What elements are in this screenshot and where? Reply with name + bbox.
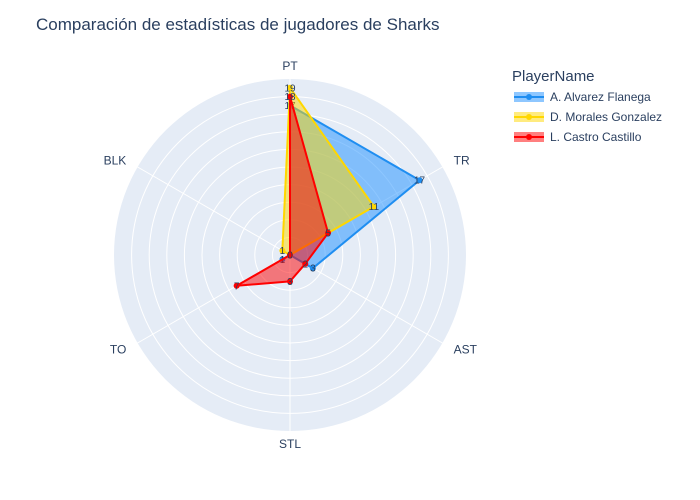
- legend-title: PlayerName: [512, 68, 595, 85]
- data-point: [416, 177, 423, 184]
- series-layer: 17173010191100011852370: [233, 83, 426, 292]
- data-label: 3: [287, 277, 293, 288]
- legend-label: L. Castro Castillo: [550, 130, 642, 144]
- legend-label: A. Alvarez Flanega: [550, 90, 651, 104]
- chart-title: Comparación de estadísticas de jugadores…: [36, 15, 440, 34]
- series-3: 18 5 23 7 0: [233, 92, 332, 292]
- data-point: [279, 247, 286, 254]
- axis-label-blk: BLK: [104, 154, 127, 168]
- data-point: [302, 260, 309, 267]
- data-point: [233, 282, 240, 289]
- data-label: 1: [280, 246, 286, 257]
- axis-label-ast: AST: [454, 343, 478, 357]
- legend-item-1[interactable]: A. Alvarez Flanega: [514, 90, 651, 104]
- data-point: [325, 230, 332, 236]
- data-label: 17: [414, 176, 426, 187]
- data-label: 7: [234, 281, 240, 292]
- data-label: 0: [287, 251, 293, 262]
- data-point: [287, 84, 293, 91]
- data-point: [287, 93, 293, 100]
- axis-label-tr: TR: [454, 154, 470, 168]
- axis-label-stl: STL: [279, 437, 301, 451]
- legend-marker: [526, 94, 532, 100]
- data-label: 2: [302, 259, 308, 270]
- legend-marker: [526, 134, 532, 140]
- data-label: 3: [310, 264, 316, 275]
- data-label: 11: [369, 202, 380, 213]
- data-point: [287, 278, 293, 285]
- data-point: [370, 203, 377, 210]
- data-label: 18: [284, 92, 296, 103]
- data-point: [309, 265, 316, 272]
- legend-item-2[interactable]: D. Morales Gonzalez: [514, 110, 662, 124]
- axis-label-to: TO: [110, 343, 126, 357]
- data-point: [287, 252, 293, 258]
- legend-item-3[interactable]: L. Castro Castillo: [514, 130, 642, 144]
- legend-marker: [526, 114, 532, 120]
- legend-label: D. Morales Gonzalez: [550, 110, 662, 124]
- legend: PlayerName A. Alvarez Flanega D. Morales …: [512, 68, 662, 144]
- axis-line-blk: [137, 166, 291, 256]
- axis-label-pt: PT: [282, 59, 298, 73]
- data-label: 19: [284, 83, 296, 94]
- data-label: 5: [325, 229, 331, 240]
